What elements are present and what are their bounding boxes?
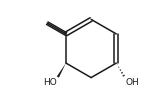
Polygon shape — [57, 63, 66, 78]
Text: HO: HO — [43, 78, 57, 87]
Text: OH: OH — [126, 78, 139, 87]
